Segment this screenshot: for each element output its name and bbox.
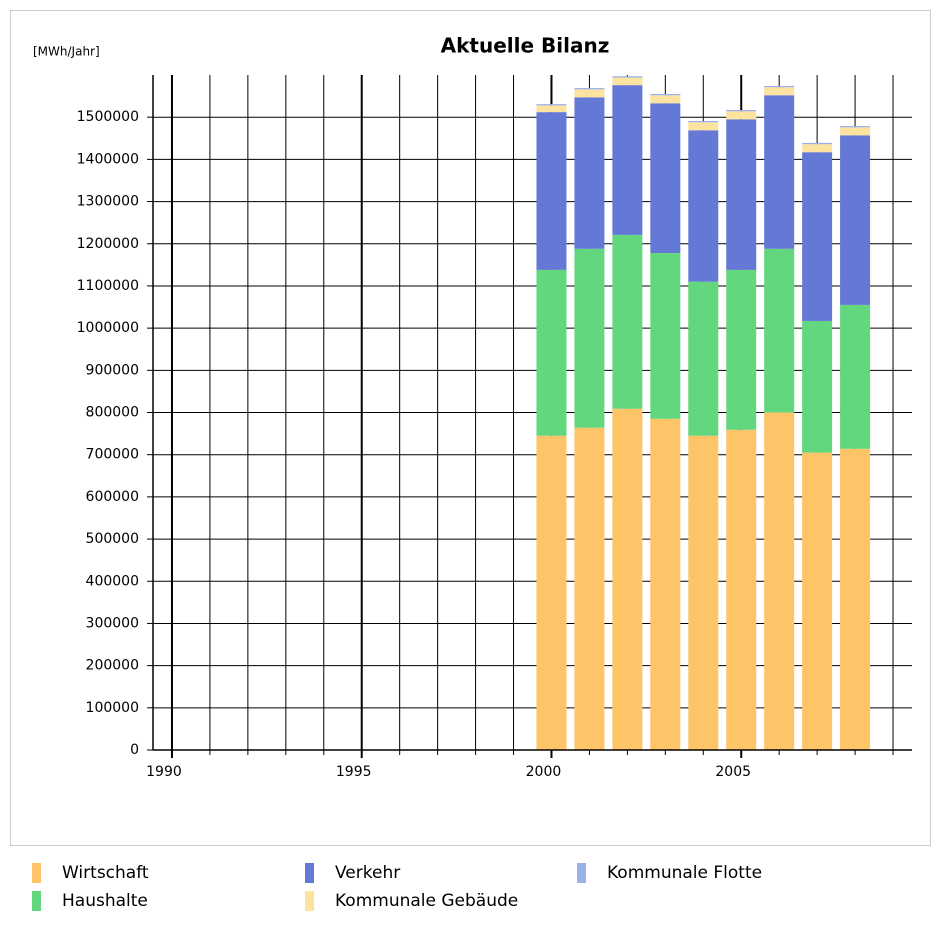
legend-swatch — [32, 863, 41, 883]
y-tick-label: 200000 — [86, 658, 139, 674]
bar-segment — [726, 111, 757, 120]
y-tick-label: 1200000 — [77, 236, 139, 252]
bar-segment — [612, 85, 643, 235]
bar-segment — [726, 110, 757, 112]
chart-title: Aktuelle Bilanz — [441, 34, 610, 58]
x-tick-label: 1990 — [146, 764, 182, 780]
y-tick-label: 300000 — [86, 615, 139, 631]
legend-label: Haushalte — [62, 891, 148, 911]
bar-segment — [650, 103, 681, 254]
bar-segment — [840, 448, 871, 750]
y-tick-label: 1000000 — [77, 320, 139, 336]
bar-segment — [612, 234, 643, 409]
bar-segment — [688, 281, 719, 436]
legend-swatch — [32, 891, 41, 911]
bar-segment — [764, 95, 795, 249]
y-tick-label: 600000 — [86, 489, 139, 505]
bar-segment — [764, 248, 795, 413]
bar-segment — [840, 126, 871, 128]
legend-swatch — [577, 863, 586, 883]
bar-segment — [574, 89, 605, 98]
bar-segment — [840, 127, 871, 136]
legend-swatch — [305, 863, 314, 883]
bar-segment — [688, 130, 719, 282]
x-tick-label: 2005 — [715, 764, 751, 780]
bar-segment — [726, 429, 757, 750]
bar-segment — [840, 304, 871, 449]
legend-label: Wirtschaft — [62, 863, 149, 883]
bar-segment — [802, 152, 833, 321]
bar-segment — [840, 135, 871, 305]
y-tick-label: 1500000 — [77, 109, 139, 125]
bar-segment — [574, 88, 605, 90]
legend-label: Kommunale Gebäude — [335, 891, 518, 911]
y-axis-label: [MWh/Jahr] — [33, 45, 100, 59]
bar-segment — [612, 76, 643, 78]
bar-segment — [802, 320, 833, 453]
bar-segment — [764, 87, 795, 96]
bar-segment — [650, 418, 681, 750]
bar-segment — [802, 452, 833, 750]
x-tick-label: 1995 — [336, 764, 372, 780]
bar-segment — [612, 77, 643, 86]
y-tick-label: 900000 — [86, 362, 139, 378]
bar-segment — [726, 269, 757, 430]
bar-segment — [574, 248, 605, 428]
bar-segment — [802, 142, 833, 145]
y-tick-label: 500000 — [86, 531, 139, 547]
bar-segment — [536, 435, 567, 750]
bar-segment — [764, 412, 795, 750]
bar-segment — [726, 119, 757, 270]
y-tick-label: 700000 — [86, 447, 139, 463]
bar-segment — [536, 104, 567, 106]
y-tick-label: 1300000 — [77, 194, 139, 210]
bar-segment — [802, 144, 833, 153]
y-tick-label: 0 — [130, 742, 139, 758]
bar-segment — [650, 253, 681, 419]
bar-segment — [650, 95, 681, 104]
bar-segment — [574, 427, 605, 750]
legend-label: Kommunale Flotte — [607, 863, 762, 883]
legend-label: Verkehr — [335, 863, 400, 883]
bar-segment — [688, 122, 719, 131]
x-tick-label: 2000 — [526, 764, 562, 780]
bar-segment — [650, 93, 681, 96]
bar-segment — [536, 112, 567, 270]
bar-segment — [612, 408, 643, 750]
y-tick-label: 100000 — [86, 700, 139, 716]
bar-segment — [536, 269, 567, 436]
y-tick-label: 1400000 — [77, 151, 139, 167]
legend-swatch — [305, 891, 314, 911]
bar-segment — [574, 97, 605, 249]
bar-segment — [536, 105, 567, 113]
y-tick-label: 800000 — [86, 405, 139, 421]
y-tick-label: 1100000 — [77, 278, 139, 294]
bar-segment — [688, 435, 719, 750]
y-tick-label: 400000 — [86, 573, 139, 589]
bar-segment — [688, 120, 719, 123]
bar-segment — [764, 85, 795, 88]
